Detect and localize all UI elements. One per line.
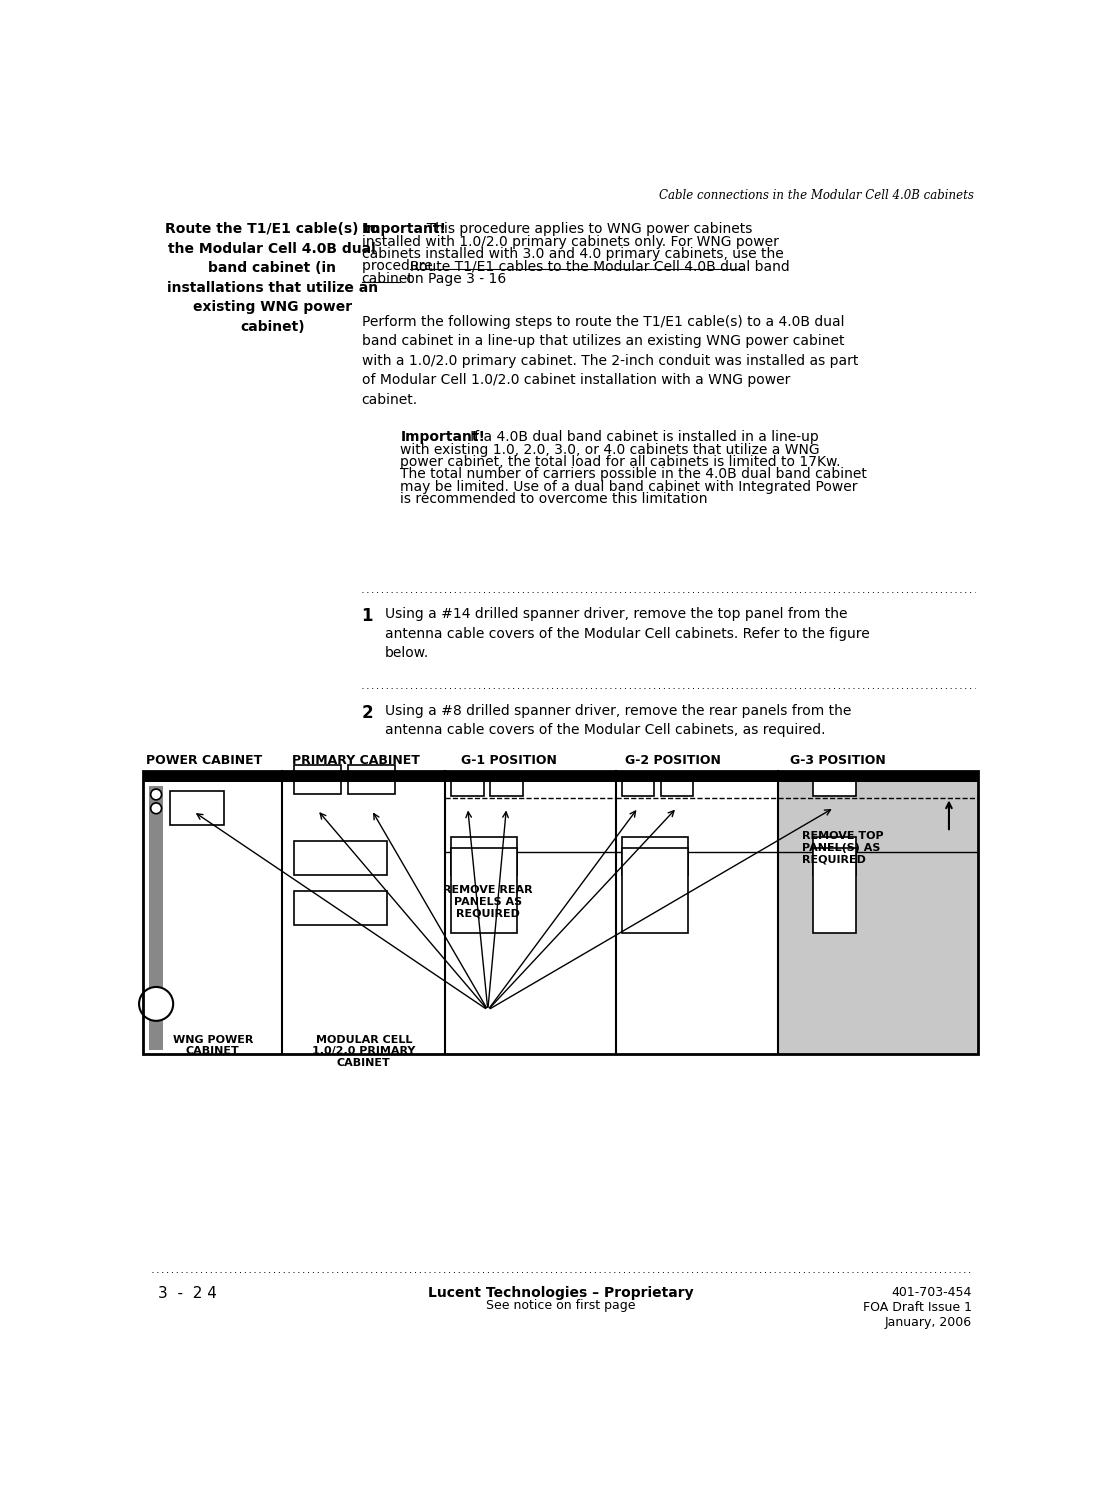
Circle shape (151, 802, 162, 813)
Circle shape (139, 987, 173, 1022)
Text: Using a #14 drilled spanner driver, remove the top panel from the
antenna cable : Using a #14 drilled spanner driver, remo… (385, 608, 870, 660)
Bar (149, 786, 163, 1050)
Text: 3  -  2 4: 3 - 2 4 (159, 1286, 218, 1300)
Text: cabinet: cabinet (361, 272, 414, 285)
Text: Important!: Important! (361, 222, 446, 237)
Text: PRIMARY CABINET: PRIMARY CABINET (292, 753, 420, 766)
Text: G-1 POSITION: G-1 POSITION (461, 753, 557, 766)
Text: Route T1/E1 cables to the Modular Cell 4.0B dual band: Route T1/E1 cables to the Modular Cell 4… (410, 260, 790, 273)
Bar (621, 837, 688, 876)
Circle shape (151, 789, 162, 800)
Text: G-3 POSITION: G-3 POSITION (790, 753, 886, 766)
Text: Using a #8 drilled spanner driver, remove the rear panels from the
antenna cable: Using a #8 drilled spanner driver, remov… (385, 704, 851, 736)
Text: 1: 1 (361, 608, 373, 625)
Text: Important!: Important! (400, 430, 486, 444)
Text: REMOVE TOP
PANEL(S) AS
REQUIRED: REMOVE TOP PANEL(S) AS REQUIRED (802, 831, 883, 864)
Bar (143, 771, 978, 1054)
Bar (294, 765, 340, 795)
Bar (143, 771, 978, 782)
Text: REMOVE REAR
PANELS AS
REQUIRED: REMOVE REAR PANELS AS REQUIRED (443, 885, 533, 918)
Bar (348, 765, 395, 795)
Text: The total number of carriers possible in the 4.0B dual band cabinet: The total number of carriers possible in… (400, 466, 868, 482)
Bar (452, 837, 517, 876)
Bar (143, 771, 978, 1054)
Text: may be limited. Use of a dual band cabinet with Integrated Power: may be limited. Use of a dual band cabin… (400, 480, 858, 494)
Text: If a 4.0B dual band cabinet is installed in a line-up: If a 4.0B dual band cabinet is installed… (457, 430, 818, 444)
Bar (661, 772, 694, 796)
Text: See notice on first page: See notice on first page (486, 1299, 636, 1312)
Text: POWER CABINET: POWER CABINET (147, 753, 263, 766)
Text: This procedure applies to WNG power cabinets: This procedure applies to WNG power cabi… (418, 222, 753, 237)
Bar (143, 771, 978, 782)
Bar (452, 849, 517, 933)
Text: power cabinet, the total load for all cabinets is limited to 17Kw.: power cabinet, the total load for all ca… (400, 454, 841, 470)
Text: Perform the following steps to route the T1/E1 cable(s) to a 4.0B dual
band cabi: Perform the following steps to route the… (361, 315, 858, 407)
Text: with existing 1.0, 2.0, 3.0, or 4.0 cabinets that utilize a WNG: with existing 1.0, 2.0, 3.0, or 4.0 cabi… (400, 442, 819, 456)
Text: 401-703-454
FOA Draft Issue 1
January, 2006: 401-703-454 FOA Draft Issue 1 January, 2… (863, 1286, 973, 1329)
Text: Lucent Technologies – Proprietary: Lucent Technologies – Proprietary (428, 1286, 694, 1299)
Bar (170, 790, 224, 825)
Bar (813, 772, 856, 796)
Bar (294, 840, 387, 876)
Bar (621, 772, 654, 796)
Text: G-2 POSITION: G-2 POSITION (625, 753, 721, 766)
Text: Cable connections in the Modular Cell 4.0B cabinets: Cable connections in the Modular Cell 4.… (659, 189, 974, 202)
Text: on Page 3 - 16: on Page 3 - 16 (401, 272, 507, 285)
Text: procedure: procedure (361, 260, 437, 273)
Bar (813, 837, 856, 876)
Bar (294, 891, 387, 926)
Text: MODULAR CELL
1.0/2.0 PRIMARY
CABINET: MODULAR CELL 1.0/2.0 PRIMARY CABINET (312, 1035, 416, 1068)
Bar (490, 772, 523, 796)
Text: Route the T1/E1 cable(s) to
the Modular Cell 4.0B dual
band cabinet (in
installa: Route the T1/E1 cable(s) to the Modular … (165, 222, 380, 334)
Bar (779, 782, 978, 1054)
Bar (621, 849, 688, 933)
Text: WNG POWER
CABINET: WNG POWER CABINET (173, 1035, 253, 1056)
Bar (813, 849, 856, 933)
Bar (452, 772, 484, 796)
Text: is recommended to overcome this limitation: is recommended to overcome this limitati… (400, 492, 708, 506)
Text: installed with 1.0/2.0 primary cabinets only. For WNG power: installed with 1.0/2.0 primary cabinets … (361, 234, 778, 249)
Text: cabinets installed with 3.0 and 4.0 primary cabinets, use the: cabinets installed with 3.0 and 4.0 prim… (361, 248, 783, 261)
Text: 2: 2 (361, 704, 373, 722)
